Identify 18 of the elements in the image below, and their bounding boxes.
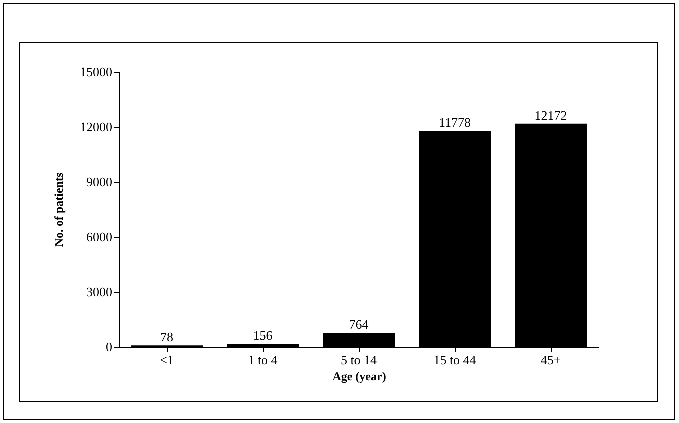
x-tick-label: 5 to 14 (340, 352, 378, 368)
data-label: 764 (349, 316, 370, 332)
y-tick-label: 3000 (86, 284, 112, 300)
y-tick-label: 15000 (80, 64, 112, 80)
data-label: 156 (253, 328, 274, 344)
x-tick-label: 15 to 44 (434, 352, 477, 368)
x-tick-label: 45+ (540, 352, 562, 368)
y-axis-title: No. of patients (52, 172, 66, 248)
data-label: 11778 (438, 115, 472, 130)
x-axis-title: Age (year) (332, 370, 386, 384)
y-tick-label: 0 (106, 340, 112, 354)
data-label: 78 (160, 330, 174, 345)
y-tick-label: 6000 (86, 230, 112, 244)
data-label: 12172 (534, 108, 568, 123)
x-tick-label: 1 to 4 (248, 352, 278, 368)
y-tick-label: 12000 (80, 120, 112, 134)
x-tick-label: <1 (160, 352, 174, 368)
y-tick-label: 9000 (86, 174, 112, 190)
